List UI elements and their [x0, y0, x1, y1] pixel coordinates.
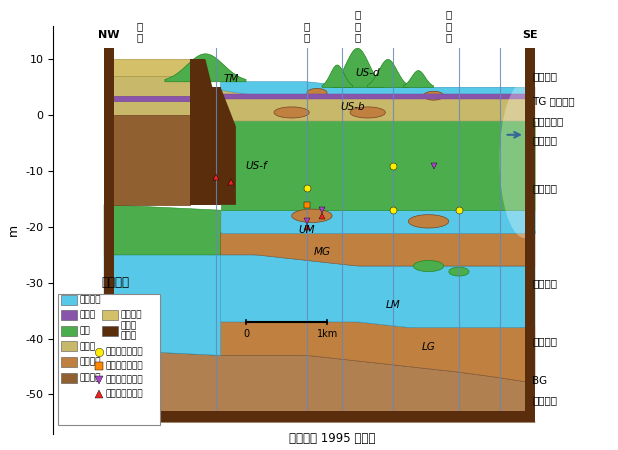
- Polygon shape: [104, 59, 190, 76]
- Polygon shape: [368, 59, 408, 87]
- Ellipse shape: [499, 82, 550, 238]
- Polygon shape: [165, 54, 246, 82]
- Text: LM: LM: [386, 300, 400, 310]
- Text: 中礫礫層: 中礫礫層: [80, 358, 101, 367]
- Text: 砂礫層: 砂礫層: [80, 342, 96, 351]
- Bar: [61, 310, 77, 320]
- Text: 下部礫層: 下部礫層: [533, 337, 557, 347]
- Polygon shape: [221, 255, 535, 328]
- Polygon shape: [221, 233, 535, 266]
- Text: 外洋性砂底群集: 外洋性砂底群集: [105, 347, 143, 356]
- Polygon shape: [525, 48, 535, 423]
- Polygon shape: [221, 121, 535, 210]
- Polygon shape: [104, 48, 114, 423]
- Polygon shape: [221, 210, 535, 233]
- Polygon shape: [403, 71, 434, 87]
- Polygon shape: [307, 89, 327, 97]
- Text: 森・鈴木 1995 による: 森・鈴木 1995 による: [289, 432, 375, 445]
- Polygon shape: [104, 48, 114, 423]
- Polygon shape: [205, 87, 236, 205]
- Text: 基底礫層: 基底礫層: [533, 395, 557, 405]
- Text: US-b: US-b: [340, 102, 365, 112]
- Polygon shape: [190, 59, 236, 205]
- Text: 沖積層
の基盤: 沖積層 の基盤: [121, 321, 137, 340]
- Text: MG: MG: [313, 247, 331, 257]
- Text: 泥炭層: 泥炭層: [80, 310, 96, 320]
- Text: 0: 0: [243, 328, 249, 338]
- Text: NW: NW: [98, 30, 120, 40]
- Text: 四
之
宮: 四 之 宮: [446, 9, 452, 43]
- Text: 上部砂層: 上部砂層: [533, 183, 557, 193]
- Text: ローム層: ローム層: [121, 310, 142, 320]
- Bar: [61, 357, 77, 367]
- Text: 豊
田: 豊 田: [303, 21, 310, 43]
- Polygon shape: [104, 322, 535, 383]
- Polygon shape: [322, 65, 352, 87]
- Polygon shape: [104, 350, 535, 423]
- Polygon shape: [190, 59, 221, 205]
- Text: 内湾性干潟群集: 内湾性干潟群集: [105, 389, 143, 398]
- Text: SE: SE: [522, 30, 538, 40]
- Polygon shape: [221, 94, 525, 99]
- Polygon shape: [413, 261, 444, 272]
- Text: （海浜）: （海浜）: [533, 135, 557, 145]
- Polygon shape: [332, 48, 383, 87]
- Text: TM: TM: [223, 74, 239, 84]
- Polygon shape: [449, 267, 469, 276]
- Text: BG: BG: [533, 375, 548, 386]
- Polygon shape: [423, 91, 444, 100]
- Bar: [61, 294, 77, 305]
- Bar: [61, 342, 77, 351]
- Bar: [101, 326, 118, 336]
- Bar: [59, 294, 160, 425]
- Polygon shape: [408, 215, 449, 228]
- Polygon shape: [350, 107, 386, 118]
- Text: 内湾性泥底群集: 内湾性泥底群集: [105, 375, 143, 384]
- Text: 段丘礫層: 段丘礫層: [101, 275, 130, 288]
- Text: シルト層: シルト層: [80, 295, 101, 304]
- Text: 砂層: 砂層: [80, 326, 90, 335]
- Y-axis label: m: m: [7, 224, 20, 236]
- Text: LG: LG: [421, 342, 436, 352]
- Bar: [61, 373, 77, 383]
- Text: TG 頂部礫層: TG 頂部礫層: [533, 96, 575, 106]
- Text: 城
所: 城 所: [137, 21, 143, 43]
- Polygon shape: [104, 255, 221, 356]
- Bar: [61, 326, 77, 336]
- Text: 上部泥層: 上部泥層: [533, 71, 557, 81]
- Polygon shape: [274, 107, 310, 118]
- Polygon shape: [104, 411, 535, 423]
- Polygon shape: [104, 205, 221, 255]
- Polygon shape: [292, 209, 332, 222]
- Text: UM: UM: [298, 225, 315, 235]
- Polygon shape: [104, 76, 190, 115]
- Text: 大礫礫層: 大礫礫層: [80, 373, 101, 382]
- Polygon shape: [221, 90, 535, 121]
- Polygon shape: [114, 96, 190, 101]
- Text: 1km: 1km: [316, 328, 338, 338]
- Polygon shape: [104, 115, 190, 205]
- Text: 内湾性砂底群集: 内湾性砂底群集: [105, 361, 143, 370]
- Polygon shape: [221, 82, 535, 99]
- Text: 渋
田
川: 渋 田 川: [355, 9, 361, 43]
- Bar: [101, 310, 118, 320]
- Text: US-f: US-f: [245, 161, 267, 171]
- Text: 下部泥層: 下部泥層: [533, 278, 557, 288]
- Text: 上部砂礫層: 上部砂礫層: [533, 116, 564, 126]
- Text: US-d: US-d: [355, 68, 380, 78]
